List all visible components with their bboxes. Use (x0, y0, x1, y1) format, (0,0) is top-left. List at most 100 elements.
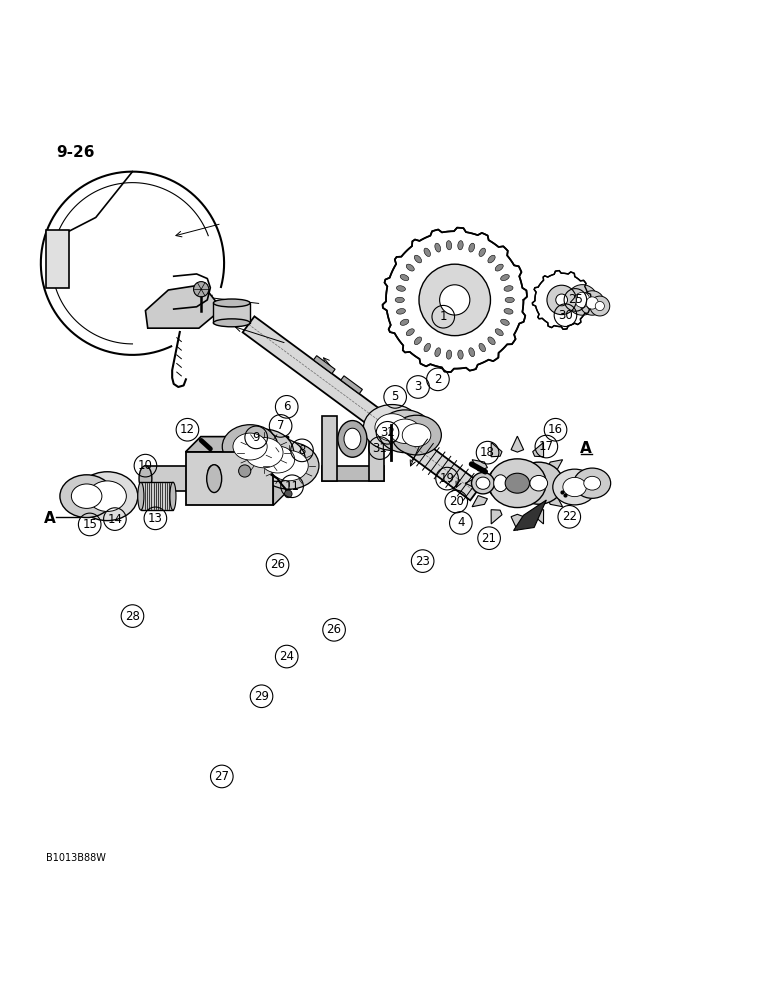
Circle shape (574, 292, 590, 308)
Polygon shape (213, 303, 250, 323)
Ellipse shape (397, 286, 405, 291)
Ellipse shape (207, 465, 222, 493)
Text: 32: 32 (380, 426, 395, 439)
Ellipse shape (514, 462, 563, 504)
Text: 6: 6 (283, 400, 290, 413)
Circle shape (595, 301, 604, 311)
Ellipse shape (138, 482, 144, 510)
Circle shape (556, 294, 567, 306)
Ellipse shape (406, 329, 415, 336)
Circle shape (208, 465, 220, 477)
Ellipse shape (553, 469, 597, 505)
Polygon shape (491, 442, 502, 457)
Ellipse shape (402, 424, 431, 447)
FancyBboxPatch shape (46, 230, 69, 288)
Polygon shape (465, 478, 482, 488)
Ellipse shape (406, 264, 415, 271)
Circle shape (284, 490, 292, 498)
Text: 9: 9 (252, 431, 260, 444)
Circle shape (419, 264, 490, 336)
Ellipse shape (469, 348, 475, 357)
Text: 17: 17 (539, 440, 554, 453)
Text: 25: 25 (568, 293, 583, 306)
Polygon shape (369, 416, 384, 481)
Text: 20: 20 (449, 495, 464, 508)
Ellipse shape (479, 343, 486, 352)
Ellipse shape (213, 319, 250, 327)
Ellipse shape (400, 319, 409, 325)
Polygon shape (533, 271, 591, 329)
Ellipse shape (476, 477, 490, 489)
Circle shape (194, 282, 209, 297)
Ellipse shape (234, 429, 294, 476)
Ellipse shape (479, 248, 486, 256)
Ellipse shape (505, 473, 530, 493)
Polygon shape (322, 416, 337, 481)
Ellipse shape (60, 475, 113, 518)
Ellipse shape (250, 438, 306, 481)
Text: 28: 28 (125, 610, 140, 623)
Ellipse shape (397, 309, 405, 314)
Ellipse shape (458, 350, 463, 359)
Text: 2: 2 (434, 373, 442, 386)
Text: 15: 15 (83, 518, 97, 531)
Circle shape (580, 291, 604, 315)
Ellipse shape (88, 481, 127, 511)
Ellipse shape (563, 477, 587, 497)
Text: 16: 16 (548, 423, 563, 436)
Polygon shape (145, 466, 214, 491)
Circle shape (547, 285, 577, 315)
Polygon shape (547, 460, 563, 471)
Ellipse shape (446, 241, 452, 250)
Ellipse shape (500, 274, 510, 281)
Ellipse shape (584, 476, 601, 490)
Ellipse shape (504, 309, 513, 314)
Polygon shape (185, 437, 289, 452)
Polygon shape (511, 514, 523, 530)
Polygon shape (511, 436, 523, 452)
Ellipse shape (338, 421, 367, 457)
Text: 4: 4 (457, 516, 465, 529)
Ellipse shape (375, 414, 409, 441)
Text: 21: 21 (482, 532, 496, 545)
Polygon shape (513, 500, 547, 531)
Text: 13: 13 (148, 512, 163, 525)
Text: A: A (44, 511, 56, 526)
Ellipse shape (415, 337, 422, 345)
Text: 8: 8 (298, 444, 306, 457)
Ellipse shape (488, 337, 495, 345)
Text: 11: 11 (285, 480, 300, 493)
Polygon shape (242, 316, 482, 500)
Polygon shape (322, 466, 384, 481)
Ellipse shape (364, 405, 421, 450)
Ellipse shape (260, 446, 295, 473)
Text: 29: 29 (254, 690, 269, 703)
Ellipse shape (446, 350, 452, 359)
Ellipse shape (500, 319, 510, 325)
Ellipse shape (458, 241, 463, 250)
Text: 26: 26 (270, 558, 285, 571)
Ellipse shape (488, 255, 495, 263)
Ellipse shape (493, 475, 507, 492)
Bar (313, 356, 335, 374)
Text: 30: 30 (558, 309, 573, 322)
FancyBboxPatch shape (185, 452, 273, 505)
Ellipse shape (233, 433, 267, 460)
Ellipse shape (435, 243, 441, 252)
Polygon shape (472, 460, 487, 471)
Text: 19: 19 (439, 472, 455, 485)
Ellipse shape (269, 451, 308, 481)
Text: B1013B88W: B1013B88W (46, 853, 106, 863)
Ellipse shape (505, 297, 514, 303)
Ellipse shape (435, 348, 441, 357)
Ellipse shape (222, 425, 278, 468)
Text: 10: 10 (138, 459, 153, 472)
Ellipse shape (139, 466, 152, 491)
Ellipse shape (495, 329, 503, 336)
Polygon shape (547, 496, 563, 507)
Polygon shape (273, 437, 289, 505)
Ellipse shape (378, 410, 432, 453)
Ellipse shape (391, 415, 442, 455)
Text: 22: 22 (562, 510, 577, 523)
Ellipse shape (469, 243, 475, 252)
